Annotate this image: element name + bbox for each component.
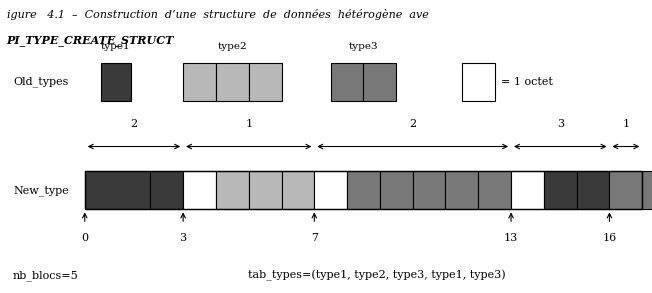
FancyBboxPatch shape	[462, 63, 495, 101]
Text: 0: 0	[82, 233, 88, 243]
FancyBboxPatch shape	[380, 171, 413, 209]
FancyBboxPatch shape	[151, 171, 183, 209]
Text: igure   4.1  –  Construction  d’une  structure  de  données  hétérogène  ave: igure 4.1 – Construction d’une structure…	[7, 9, 428, 20]
FancyBboxPatch shape	[331, 63, 363, 101]
Text: type3: type3	[349, 42, 378, 51]
Text: nb_blocs=5: nb_blocs=5	[13, 270, 79, 281]
Text: 7: 7	[311, 233, 318, 243]
FancyBboxPatch shape	[183, 63, 216, 101]
Text: type1: type1	[101, 42, 130, 51]
FancyBboxPatch shape	[642, 171, 652, 209]
FancyBboxPatch shape	[347, 171, 380, 209]
Text: type2: type2	[218, 42, 247, 51]
Text: 3: 3	[557, 119, 564, 129]
FancyBboxPatch shape	[576, 171, 610, 209]
FancyBboxPatch shape	[101, 63, 130, 101]
Text: 3: 3	[179, 233, 186, 243]
Text: 16: 16	[602, 233, 617, 243]
Text: 1: 1	[622, 119, 629, 129]
FancyBboxPatch shape	[216, 171, 248, 209]
FancyBboxPatch shape	[216, 63, 248, 101]
FancyBboxPatch shape	[248, 171, 282, 209]
Text: PI_TYPE_CREATE_STRUCT: PI_TYPE_CREATE_STRUCT	[7, 35, 174, 46]
FancyBboxPatch shape	[445, 171, 479, 209]
FancyBboxPatch shape	[610, 171, 642, 209]
Text: 1: 1	[245, 119, 252, 129]
FancyBboxPatch shape	[363, 63, 396, 101]
FancyBboxPatch shape	[413, 171, 445, 209]
Text: New_type: New_type	[13, 185, 69, 196]
FancyBboxPatch shape	[248, 63, 282, 101]
FancyBboxPatch shape	[282, 171, 314, 209]
Text: = 1 octet: = 1 octet	[501, 77, 553, 87]
FancyBboxPatch shape	[511, 171, 544, 209]
Text: 2: 2	[130, 119, 138, 129]
FancyBboxPatch shape	[479, 171, 511, 209]
FancyBboxPatch shape	[544, 171, 576, 209]
Text: Old_types: Old_types	[13, 77, 68, 87]
FancyBboxPatch shape	[314, 171, 347, 209]
Text: tab_types=(type1, type2, type3, type1, type3): tab_types=(type1, type2, type3, type1, t…	[248, 270, 505, 281]
FancyBboxPatch shape	[183, 171, 216, 209]
Text: 2: 2	[409, 119, 416, 129]
FancyBboxPatch shape	[85, 171, 151, 209]
Text: 13: 13	[504, 233, 518, 243]
